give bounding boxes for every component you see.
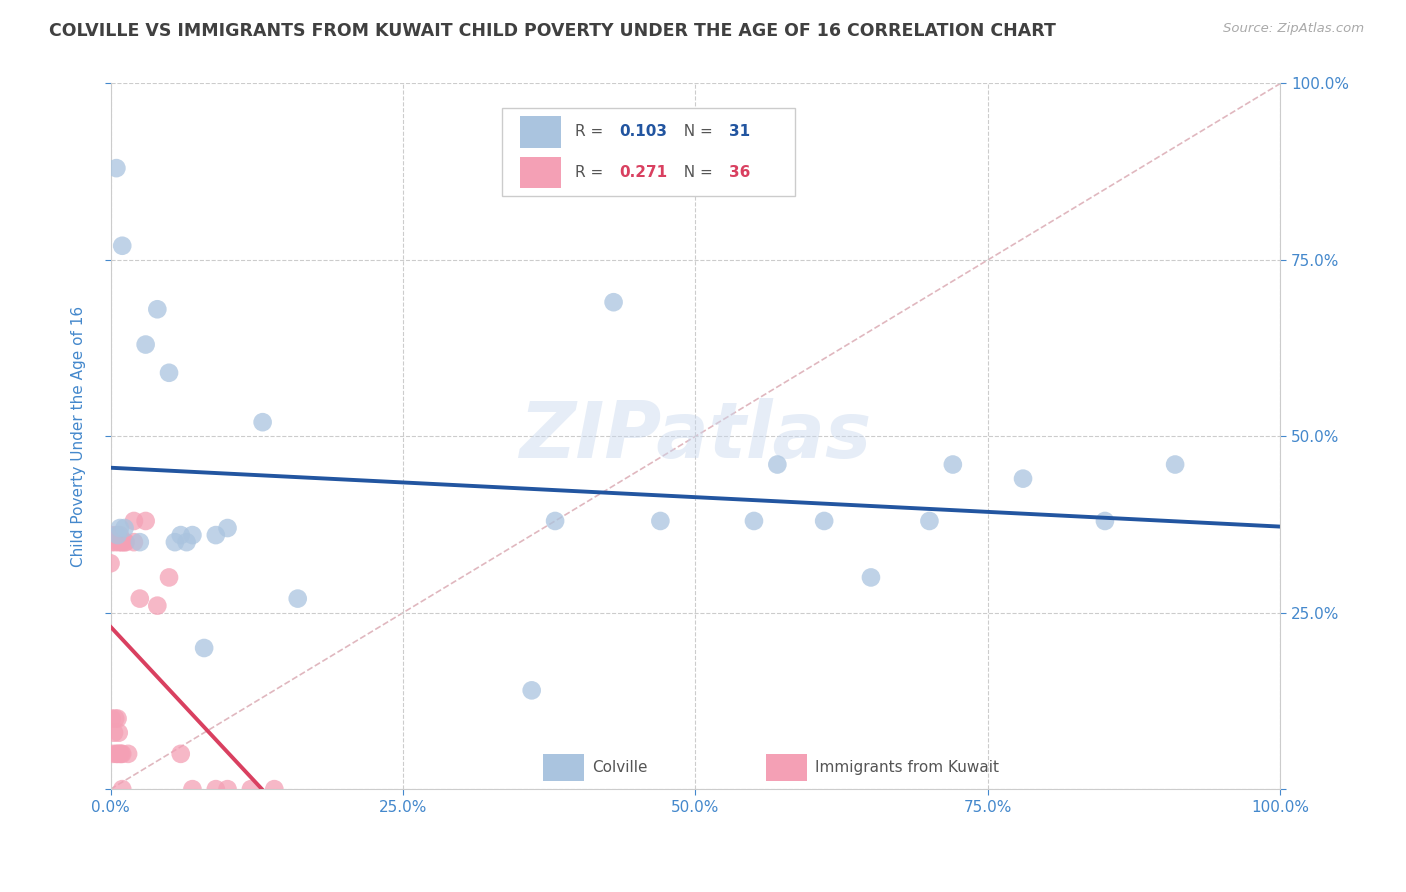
Text: Immigrants from Kuwait: Immigrants from Kuwait xyxy=(815,760,998,775)
Text: ZIPatlas: ZIPatlas xyxy=(519,399,872,475)
Point xyxy=(122,514,145,528)
Point xyxy=(170,747,193,761)
Text: Source: ZipAtlas.com: Source: ZipAtlas.com xyxy=(1223,22,1364,36)
Point xyxy=(103,725,125,739)
Point xyxy=(100,528,122,542)
Point xyxy=(128,591,150,606)
Text: 36: 36 xyxy=(730,165,751,180)
Y-axis label: Child Poverty Under the Age of 16: Child Poverty Under the Age of 16 xyxy=(72,306,86,566)
Point xyxy=(107,535,129,549)
Point xyxy=(239,782,262,797)
Point xyxy=(100,712,122,726)
Point xyxy=(146,302,169,317)
Point xyxy=(170,528,193,542)
Point xyxy=(111,747,134,761)
Point xyxy=(520,683,543,698)
Point xyxy=(157,570,180,584)
Point xyxy=(100,535,122,549)
Text: COLVILLE VS IMMIGRANTS FROM KUWAIT CHILD POVERTY UNDER THE AGE OF 16 CORRELATION: COLVILLE VS IMMIGRANTS FROM KUWAIT CHILD… xyxy=(49,22,1056,40)
Text: N =: N = xyxy=(675,125,718,139)
Point xyxy=(942,458,965,472)
Point xyxy=(108,521,131,535)
Point xyxy=(108,747,131,761)
Point xyxy=(252,415,274,429)
Point xyxy=(114,521,136,535)
Point xyxy=(117,747,139,761)
FancyBboxPatch shape xyxy=(502,108,794,196)
Point xyxy=(263,782,285,797)
Point xyxy=(101,747,124,761)
Point xyxy=(107,712,129,726)
Text: Colville: Colville xyxy=(592,760,648,775)
Text: R =: R = xyxy=(575,165,609,180)
Text: N =: N = xyxy=(675,165,718,180)
Text: 31: 31 xyxy=(730,125,751,139)
Point xyxy=(114,535,136,549)
Point xyxy=(110,747,132,761)
Point xyxy=(813,514,835,528)
Point xyxy=(181,782,204,797)
FancyBboxPatch shape xyxy=(520,116,561,148)
Point xyxy=(114,535,136,549)
Point xyxy=(108,528,131,542)
Text: 0.103: 0.103 xyxy=(620,125,668,139)
Text: R =: R = xyxy=(575,125,609,139)
Point xyxy=(111,535,134,549)
Point xyxy=(1094,514,1116,528)
FancyBboxPatch shape xyxy=(543,754,585,780)
Point xyxy=(217,521,239,535)
Point xyxy=(128,535,150,549)
Point xyxy=(766,458,789,472)
Point xyxy=(104,712,127,726)
Point xyxy=(602,295,624,310)
Point xyxy=(287,591,309,606)
Point xyxy=(122,535,145,549)
Point xyxy=(176,535,198,549)
Point xyxy=(181,528,204,542)
Point xyxy=(135,514,157,528)
Point xyxy=(163,535,186,549)
Point xyxy=(742,514,765,528)
FancyBboxPatch shape xyxy=(520,157,561,188)
Point xyxy=(104,535,127,549)
Point xyxy=(100,557,122,571)
Point xyxy=(111,782,134,797)
Point xyxy=(157,366,180,380)
Point xyxy=(111,239,134,253)
Point xyxy=(107,528,129,542)
FancyBboxPatch shape xyxy=(766,754,807,780)
Point xyxy=(105,161,128,175)
Point xyxy=(1164,458,1187,472)
Point xyxy=(105,747,128,761)
Point xyxy=(859,570,882,584)
Point xyxy=(110,535,132,549)
Point xyxy=(135,337,157,351)
Point xyxy=(1012,472,1035,486)
Point xyxy=(146,599,169,613)
Text: 0.271: 0.271 xyxy=(620,165,668,180)
Point xyxy=(205,782,228,797)
Point xyxy=(217,782,239,797)
Point xyxy=(650,514,672,528)
Point xyxy=(107,725,129,739)
Point xyxy=(105,528,128,542)
Point xyxy=(918,514,941,528)
Point xyxy=(107,747,129,761)
Point xyxy=(544,514,567,528)
Point xyxy=(205,528,228,542)
Point xyxy=(193,640,215,655)
